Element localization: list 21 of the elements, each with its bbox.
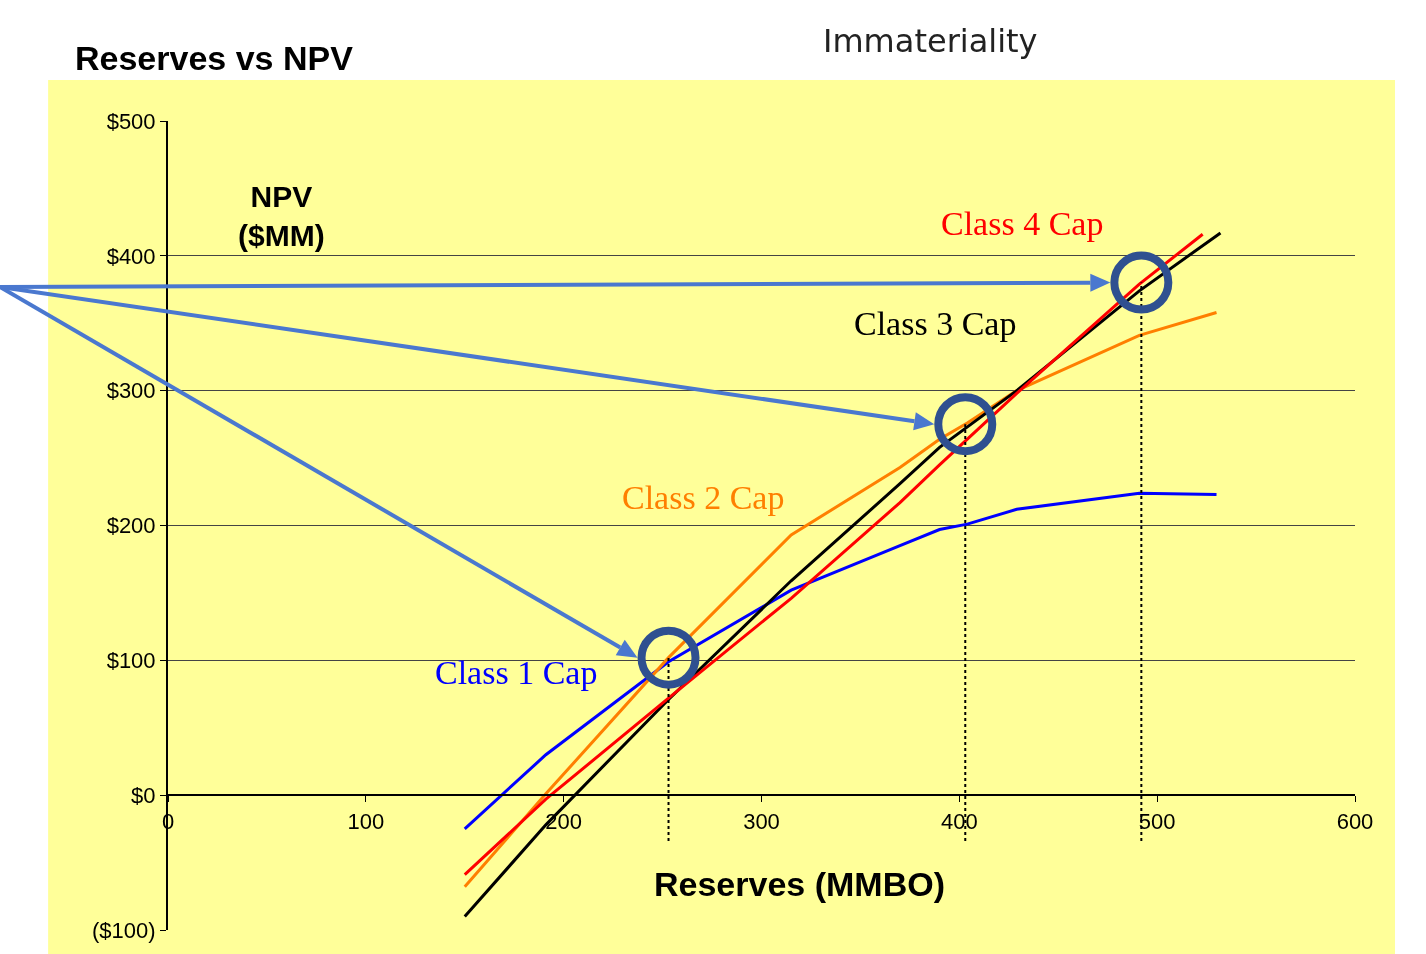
y-tick-label: $500 bbox=[106, 108, 156, 134]
x-axis-title: Reserves (MMBO) bbox=[654, 865, 945, 903]
x-tick-label: 400 bbox=[940, 808, 978, 834]
y-tick-label: $100 bbox=[106, 648, 156, 674]
x-tick-label: 300 bbox=[743, 808, 780, 834]
y-axis-title: NPV ($MM) bbox=[238, 180, 325, 252]
y-tick-label: $0 bbox=[131, 782, 156, 808]
series-label: Class 1 Cap bbox=[435, 654, 598, 691]
y-tick-label: $400 bbox=[106, 243, 156, 269]
x-tick-label: 200 bbox=[545, 808, 583, 834]
text: Immateriality bbox=[823, 22, 1038, 60]
x-tick-label: 600 bbox=[1336, 808, 1374, 834]
series-label: Class 4 Cap bbox=[941, 205, 1104, 242]
y-tick-label: ($100) bbox=[92, 917, 156, 943]
y-tick-label: $200 bbox=[106, 513, 156, 539]
series-label: Class 2 Cap bbox=[622, 479, 785, 516]
x-tick-label: 500 bbox=[1138, 808, 1176, 834]
x-tick-label: 100 bbox=[347, 808, 385, 834]
series-label: Class 3 Cap bbox=[854, 305, 1017, 342]
chart-title: Reserves vs NPV bbox=[75, 39, 354, 78]
y-tick-label: $300 bbox=[106, 378, 156, 404]
